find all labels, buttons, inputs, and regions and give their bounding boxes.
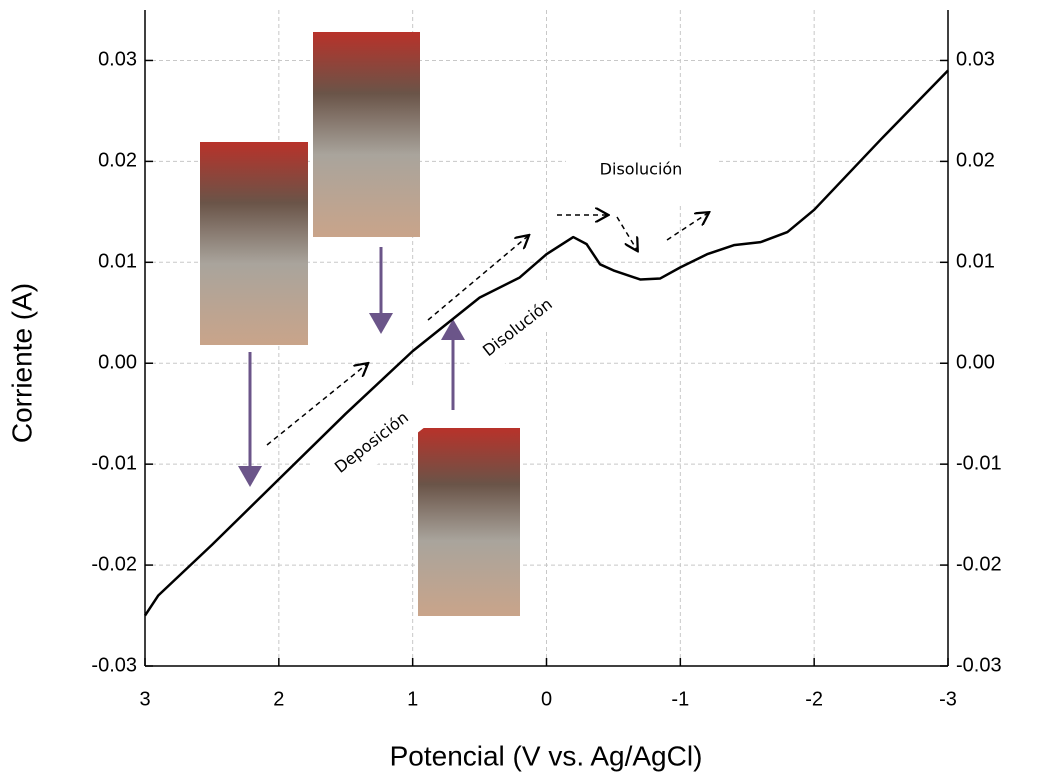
x-tick-label: 2 xyxy=(273,688,284,710)
y-tick-label: -0.03 xyxy=(91,654,137,676)
y-tick-label: -0.01 xyxy=(91,452,137,474)
y-tick-label: 0.00 xyxy=(98,352,137,374)
label-box xyxy=(458,275,578,381)
y-tick-label: 0.03 xyxy=(98,49,137,71)
y-tick-label: 0.00 xyxy=(956,352,995,374)
y-tick-label: 0.02 xyxy=(98,150,137,172)
data-line xyxy=(143,69,949,617)
photo xyxy=(313,32,420,237)
label-box xyxy=(566,148,716,204)
label-box xyxy=(304,384,440,502)
dashed-arrows xyxy=(266,213,708,446)
y-tick-label: -0.01 xyxy=(956,452,1002,474)
x-tick-label: -3 xyxy=(939,688,957,710)
x-tick-label: -2 xyxy=(805,688,823,710)
y-axis-title: Corriente (A) xyxy=(6,283,37,443)
y-tick-label: 0.02 xyxy=(956,150,995,172)
y-tick-label: 0.01 xyxy=(98,251,137,273)
y-tick-label: -0.03 xyxy=(956,654,1002,676)
annotation: Disolución xyxy=(600,160,683,179)
x-tick-label: 3 xyxy=(139,688,150,710)
photo xyxy=(418,428,520,616)
y-tick-label: 0.01 xyxy=(956,251,995,273)
y-tick-label: 0.03 xyxy=(956,49,995,71)
y-tick-label: -0.02 xyxy=(91,553,137,575)
x-axis-title: Potencial (V vs. Ag/AgCl) xyxy=(390,740,703,771)
x-tick-label: 1 xyxy=(407,688,418,710)
x-tick-label: 0 xyxy=(541,688,552,710)
y-tick-label: -0.02 xyxy=(956,553,1002,575)
photo xyxy=(200,142,308,345)
x-tick-label: -1 xyxy=(671,688,689,710)
photo-arrows xyxy=(238,247,465,487)
